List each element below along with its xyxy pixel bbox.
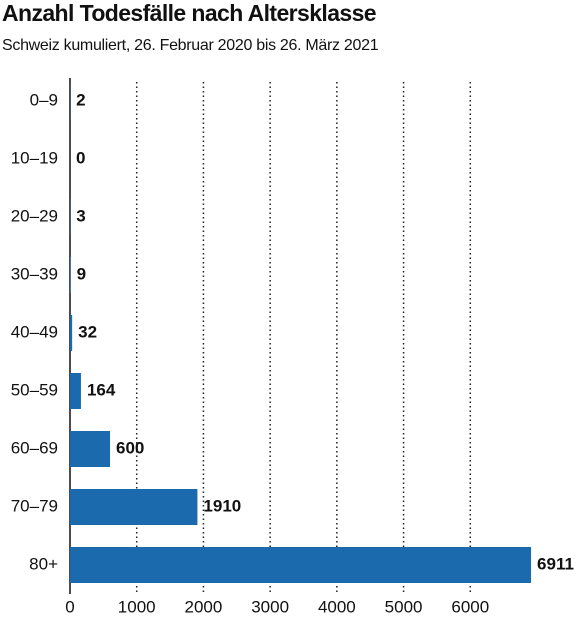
- x-tick-label: 1000: [118, 597, 156, 616]
- x-tick-label: 5000: [385, 597, 423, 616]
- value-label: 32: [78, 322, 97, 341]
- x-tick-label: 0: [65, 597, 74, 616]
- y-tick-label: 40–49: [11, 322, 58, 341]
- value-label: 600: [116, 438, 144, 457]
- y-tick-label: 50–59: [11, 380, 58, 399]
- bar: [70, 315, 73, 351]
- bar: [70, 373, 81, 409]
- x-tick-label: 2000: [185, 597, 223, 616]
- bar: [70, 431, 111, 467]
- y-tick-label: 70–79: [11, 496, 58, 515]
- value-label: 1910: [203, 496, 241, 515]
- chart-subtitle: Schweiz kumuliert, 26. Februar 2020 bis …: [2, 37, 379, 54]
- value-label: 164: [87, 380, 116, 399]
- value-label: 0: [76, 148, 85, 167]
- bar: [70, 489, 198, 525]
- value-label: 9: [77, 264, 86, 283]
- bar: [70, 547, 532, 583]
- value-label: 6911: [537, 554, 574, 573]
- y-tick-label: 80+: [29, 554, 58, 573]
- y-tick-label: 60–69: [11, 438, 58, 457]
- value-label: 3: [76, 206, 85, 225]
- x-tick-label: 6000: [451, 597, 489, 616]
- bar: [70, 257, 71, 293]
- chart-title: Anzahl Todesfälle nach Altersklasse: [2, 0, 376, 26]
- x-tick-label: 3000: [251, 597, 289, 616]
- value-label: 2: [76, 90, 85, 109]
- y-tick-label: 30–39: [11, 264, 58, 283]
- y-tick-label: 20–29: [11, 206, 58, 225]
- y-tick-label: 10–19: [11, 148, 58, 167]
- y-tick-label: 0–9: [30, 90, 58, 109]
- x-tick-label: 4000: [318, 597, 356, 616]
